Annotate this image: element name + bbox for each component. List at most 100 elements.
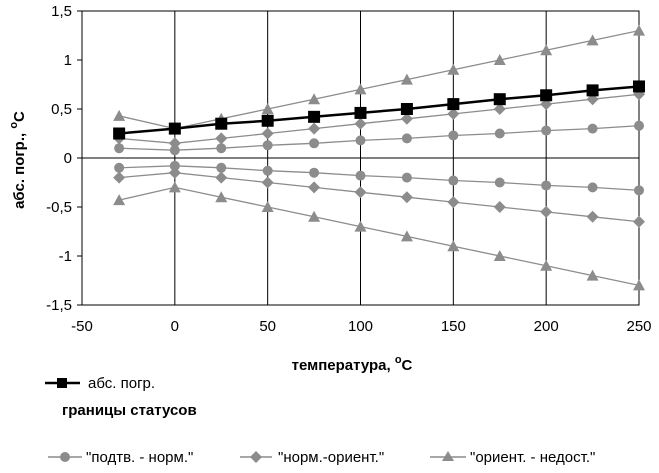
x-tick-label: 100 [348,318,373,335]
legend-boundary-2-marker [250,451,262,463]
boundary-3-upper-line [118,29,640,130]
boundary-3-lower-point [493,250,506,261]
y-tick-label: -1 [59,248,72,265]
main-series-point [540,89,553,102]
boundary-1-upper-point [634,120,644,131]
boundary-2-lower-line [119,172,640,223]
boundary-3-lower-point [308,210,321,222]
legend-boundary-2-label: "норм.-ориент." [278,449,384,466]
boundary-3-lower-line [118,186,640,287]
y-tick-label: 0 [64,150,72,167]
boundary-3-lower-point [168,181,181,193]
legend-boundary-3-label: "ориент. - недост." [470,449,595,466]
boundary-1-lower-point [587,182,598,193]
boundary-1-lower-point [494,177,505,188]
boundary-2-lower-point [586,210,599,223]
legend-boundary-1-label: "подтв. - норм." [86,449,193,466]
tick-labels-layer: -50 0 50 100 150 200 250 -1,5 -1 -0,5 0 0,5 1 1,5 [46,3,651,335]
boundary-1-upper-point [401,133,412,144]
boundary-2-lower-point [215,171,228,184]
boundary-2-lower-point [447,196,460,209]
boundary-2-upper-point [400,112,413,125]
boundary-3-lower-point [113,194,126,206]
main-series-point [261,114,274,127]
boundary-1-lower-line [119,165,640,191]
boundary-1-lower-point [114,162,125,173]
main-series-point [354,106,367,119]
y-tick-label: 1 [64,52,72,69]
y-tick-label: 1,5 [51,3,72,20]
main-series-point [493,93,506,106]
boundary-3-lower-point [400,230,413,242]
boundary-1-upper-point [587,123,598,134]
boundary-3-upper-point [261,103,274,114]
boundary-1-lower-point [216,162,227,173]
x-tick-label: 50 [259,318,276,335]
boundary-1-lower-point [634,185,644,196]
boundary-1-lower-point [262,165,273,176]
boundary-3-lower-point [540,259,553,271]
boundary-3-upper-point [586,34,599,46]
boundary-1-upper-point [169,145,180,156]
boundary-1-upper-point [448,130,459,141]
x-tick-label: 150 [441,318,466,335]
main-series-point [215,117,228,130]
boundary-2-lower-point [168,166,181,179]
main-series-line [118,85,640,135]
main-series-point [400,103,413,115]
boundary-1-lower-point [169,160,180,171]
boundary-2-upper-point [447,107,460,120]
boundary-1-upper-line [119,125,640,151]
boundary-2-upper-point [308,122,321,135]
x-tick-label: -50 [71,318,93,335]
boundary-1-upper-point [309,138,320,149]
legend-main-marker [57,378,67,388]
legend-main-label: абс. погр. [88,375,155,392]
boundary-2-upper-point [261,127,274,140]
main-series-point [308,110,321,123]
x-axis-title: температура, оС [292,354,413,374]
boundary-3-lower-point [261,201,274,212]
boundary-1-upper-point [216,143,227,154]
boundary-1-upper-point [494,128,505,139]
y-tick-label: -1,5 [46,297,72,314]
boundary-1-lower-point [401,172,412,183]
boundary-3-lower-point [633,279,645,291]
main-series-point [447,98,460,111]
legend-boundary-1-marker [60,452,70,462]
legend: абс. погр. границы статусов "подтв. - но… [45,375,595,466]
boundary-2-upper-point [215,132,228,145]
grid-layer [77,10,640,306]
boundary-1-upper-point [355,135,366,146]
boundary-2-upper-point [493,103,506,115]
boundary-2-upper-point [168,137,181,150]
boundary-3-lower-point [586,269,599,281]
boundary-1-lower-point [541,180,552,191]
y-tick-label: 0,5 [51,101,72,118]
boundary-2-lower-point [540,205,553,218]
boundary-3-lower-point [354,220,367,232]
main-series-point [633,80,645,93]
legend-group-title: границы статусов [62,402,197,419]
boundary-3-upper-point [400,73,413,85]
boundary-1-upper-point [262,140,273,151]
boundary-2-upper-line [119,93,640,144]
boundary-2-lower-point [633,215,645,228]
boundary-3-upper-point [447,63,460,75]
main-series-point [168,122,181,135]
boundary-3-upper-point [633,24,645,36]
boundary-3-lower-point [447,240,460,252]
main-series-point [586,84,599,97]
boundary-3-upper-point [113,109,126,121]
x-tick-label: 0 [171,318,179,335]
boundary-2-lower-point [308,181,321,194]
boundary-2-lower-point [493,201,506,213]
y-axis-title: абс. погр., оС [8,111,28,209]
boundary-3-lower-point [215,191,228,203]
main-series-layer [113,80,645,140]
boundary-1-lower-point [309,167,320,178]
main-series-point [113,127,126,140]
boundary-3-upper-point [354,83,367,95]
boundary-1-lower-point [448,175,459,186]
boundary-3-upper-point [308,93,321,105]
